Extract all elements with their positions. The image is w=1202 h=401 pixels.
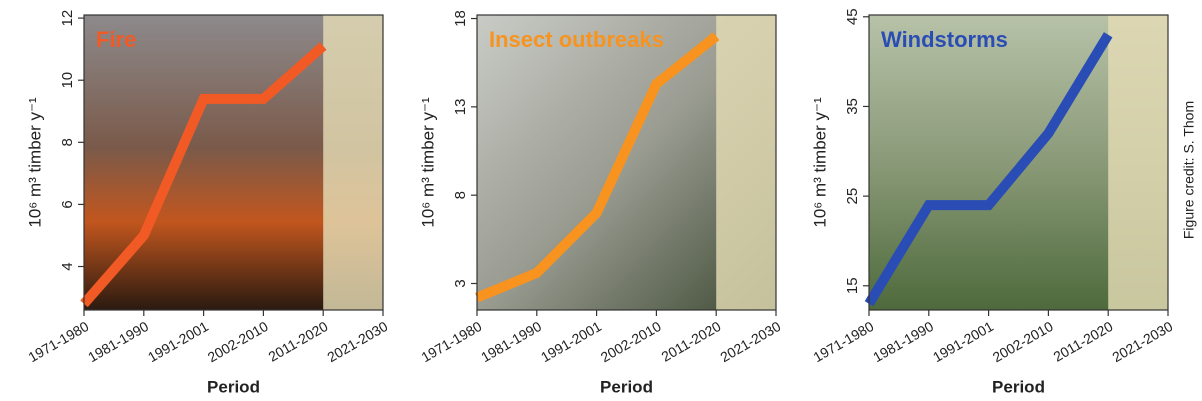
y-tick-label: 18 (452, 10, 469, 27)
y-axis-label: 10⁶ m³ timber y⁻¹ (25, 97, 44, 228)
figure-credit: Figure credit: S. Thom (1181, 101, 1197, 239)
series-line (475, 32, 720, 303)
x-tick-label: 1971-1980 (810, 318, 876, 365)
x-axis-label: Period (992, 377, 1045, 396)
x-tick-label: 1981-1990 (870, 318, 936, 365)
y-tick-label: 45 (844, 8, 861, 25)
y-tick-label: 25 (844, 188, 861, 205)
x-tick-label: 2011-2020 (658, 318, 723, 365)
panel-title: Fire (96, 27, 136, 52)
y-tick-label: 8 (452, 191, 469, 199)
panel-title: Windstorms (881, 27, 1008, 52)
x-tick-label: 1981-1990 (85, 318, 151, 365)
x-tick-label: 2002-2010 (990, 318, 1056, 365)
y-tick-label: 12 (59, 10, 76, 27)
x-tick-label: 1971-1980 (418, 318, 484, 365)
x-tick-label: 2011-2020 (265, 318, 330, 365)
plot-frame (476, 14, 777, 311)
y-tick-label: 35 (844, 98, 861, 115)
series-line (80, 42, 327, 308)
y-tick-label: 4 (59, 262, 76, 270)
panel: Windstorms 15 25 35 45 1971-19801981-19901991… (810, 8, 1175, 396)
plot-frame (868, 14, 1169, 311)
x-tick-label: 1981-1990 (478, 318, 544, 365)
series-line (864, 32, 1113, 307)
x-tick-label: 2021-2030 (324, 318, 390, 365)
x-tick-label: 1991-2001 (930, 318, 996, 365)
panel: Fire46810121971-19801981-19901991-200120… (25, 10, 390, 397)
x-tick-label: 2021-2030 (1109, 318, 1175, 365)
y-tick-label: 10 (59, 72, 76, 89)
y-tick-label: 13 (452, 99, 469, 116)
x-tick-label: 1991-2001 (538, 318, 604, 365)
x-tick-label: 2011-2020 (1050, 318, 1115, 365)
forecast-shade (1108, 15, 1168, 310)
forecast-shade (716, 15, 776, 310)
y-tick-label: 6 (59, 200, 76, 208)
panel-title: Insect outbreaks (489, 27, 664, 52)
x-axis-label: Period (600, 377, 653, 396)
y-axis-label: 10⁶ m³ timber y⁻¹ (810, 97, 829, 228)
x-tick-label: 2002-2010 (205, 318, 271, 365)
y-axis-label: 10⁶ m³ timber y⁻¹ (418, 97, 437, 228)
y-tick-label: 3 (452, 279, 469, 287)
y-tick-label: 8 (59, 138, 76, 146)
x-tick-label: 2021-2030 (717, 318, 783, 365)
x-tick-label: 2002-2010 (598, 318, 664, 365)
y-tick-label: 15 (844, 277, 861, 294)
x-tick-label: 1971-1980 (25, 318, 91, 365)
panel: Insect outbreaks 3 8 13 18 1971-19801981-1990… (418, 10, 783, 396)
x-tick-label: 1991-2001 (145, 318, 211, 365)
x-axis-label: Period (207, 377, 260, 396)
forecast-shade (323, 15, 383, 310)
plot-frame (83, 14, 384, 311)
